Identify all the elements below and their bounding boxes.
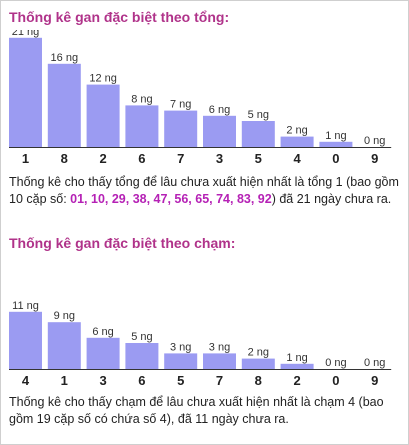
data-label-2: 12 ng: [89, 73, 117, 85]
data-label-9: 0 ng: [364, 357, 385, 369]
tick-label-5: 5: [177, 373, 184, 388]
data-label-7: 7 ng: [170, 99, 191, 111]
tick-label-1: 1: [61, 373, 68, 388]
data-label-3: 6 ng: [92, 326, 113, 338]
chart-title-cham: Thống kê gan đặc biệt theo chạm:: [9, 235, 236, 251]
tick-label-8: 8: [61, 151, 68, 166]
tick-label-0: 0: [332, 151, 339, 166]
bar-8: [241, 358, 275, 369]
bar-3: [203, 115, 236, 147]
bar-5: [241, 121, 275, 147]
data-label-5: 3 ng: [170, 341, 191, 353]
data-label-9: 0 ng: [364, 135, 385, 147]
data-label-6: 5 ng: [131, 331, 152, 343]
tick-label-7: 7: [216, 373, 223, 388]
data-label-4: 11 ng: [12, 300, 39, 312]
chart-tong: 21 ng 1 16 ng 8 12 ng 2 8 ng 6 7 ng 7 6 ng 3 5 ng 5 2 …: [9, 30, 392, 166]
chart-title-tong: Thống kê gan đặc biệt theo tổng:: [9, 9, 230, 25]
bar-5: [164, 353, 198, 369]
data-label-4: 2 ng: [286, 125, 307, 137]
data-label-0: 0 ng: [325, 357, 346, 369]
tick-label-9: 9: [371, 373, 378, 388]
bar-7: [203, 353, 236, 369]
description-tong: Thống kê cho thấy tổng để lâu chưa xuất …: [9, 174, 402, 208]
tick-label-2: 2: [99, 151, 106, 166]
tick-label-5: 5: [255, 151, 262, 166]
tick-label-7: 7: [177, 151, 184, 166]
data-label-6: 8 ng: [131, 93, 152, 105]
tick-label-4: 4: [22, 373, 30, 388]
data-label-3: 6 ng: [209, 104, 230, 116]
bar-3: [86, 337, 120, 369]
description-cham: Thống kê cho thấy chạm để lâu chưa xuất …: [9, 395, 384, 426]
bar-6: [125, 105, 159, 147]
bar-2: [86, 84, 120, 147]
bar-4: [9, 311, 42, 369]
tick-label-8: 8: [255, 373, 262, 388]
bar-4: [280, 136, 314, 147]
data-label-5: 5 ng: [248, 109, 269, 121]
bar-2: [280, 363, 314, 369]
tick-label-6: 6: [138, 373, 145, 388]
tick-label-6: 6: [138, 151, 145, 166]
tick-label-0: 0: [332, 373, 339, 388]
bar-6: [125, 343, 159, 369]
tick-label-2: 2: [293, 373, 300, 388]
bar-1: [9, 37, 42, 147]
data-label-0: 1 ng: [325, 130, 346, 142]
tick-label-1: 1: [22, 151, 29, 166]
data-label-2: 1 ng: [286, 352, 307, 364]
bar-1: [47, 322, 81, 369]
description-tong-pre: Thống kê cho thấy tổng để lâu chưa xuất …: [9, 175, 399, 206]
bar-8: [47, 63, 81, 147]
data-label-8: 2 ng: [248, 347, 269, 359]
description-tong-post: ) đã 21 ngày chưa ra.: [271, 192, 392, 206]
tick-label-9: 9: [371, 151, 378, 166]
description-tong-numbers: 01, 10, 29, 38, 47, 56, 65, 74, 83, 92: [70, 192, 272, 206]
bar-7: [164, 110, 198, 147]
data-label-1: 9 ng: [54, 310, 75, 322]
bar-0: [319, 141, 353, 147]
chart-cham: 11 ng 4 9 ng 1 6 ng 3 5 ng 6 3 ng 5 3 ng 7 2 ng 8 1 ng…: [9, 300, 392, 388]
data-label-1: 21 ng: [12, 30, 40, 38]
data-label-8: 16 ng: [51, 52, 79, 64]
data-label-7: 3 ng: [209, 341, 230, 353]
tick-label-3: 3: [99, 373, 106, 388]
tick-label-4: 4: [293, 151, 301, 166]
tick-label-3: 3: [216, 151, 223, 166]
